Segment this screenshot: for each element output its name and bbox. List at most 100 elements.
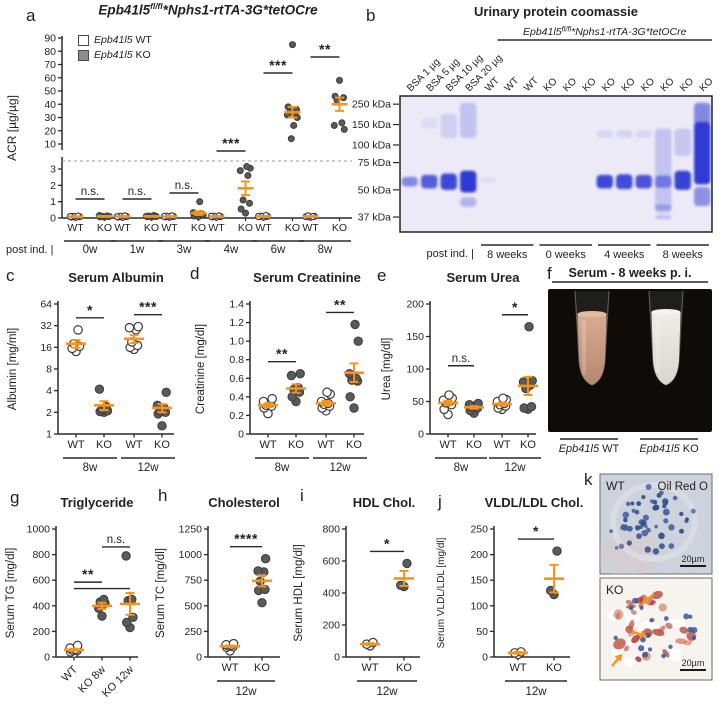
svg-text:Serum TG [mg/dl]: Serum TG [mg/dl]: [5, 548, 17, 639]
svg-text:WT: WT: [255, 222, 272, 234]
panel-k-histology: WT Oil Red O 20µm KO 20µm: [599, 473, 713, 681]
panel-a-letter: a: [26, 6, 36, 25]
panel-g-triglyceride-chart: Triglyceride Serum TG [mg/dl] 0 200 400 600 80…: [5, 495, 140, 700]
svg-text:1: 1: [46, 429, 52, 441]
svg-text:8 weeks: 8 weeks: [663, 249, 704, 261]
svg-text:Urinary protein coomassie: Urinary protein coomassie: [474, 4, 638, 19]
svg-text:20µm: 20µm: [682, 658, 705, 668]
svg-text:***: ***: [269, 57, 287, 73]
svg-text:4w: 4w: [224, 244, 239, 256]
svg-text:0: 0: [50, 213, 56, 225]
svg-text:KO: KO: [154, 439, 170, 451]
svg-text:Serum TC [mg/dl]: Serum TC [mg/dl]: [155, 548, 167, 638]
svg-text:n.s.: n.s.: [452, 353, 471, 365]
svg-text:KO: KO: [96, 439, 112, 451]
legend-item-wt: Epb41l5 WT: [78, 33, 152, 48]
svg-text:KO: KO: [144, 222, 159, 234]
svg-text:*: *: [512, 299, 518, 315]
svg-text:Creatinine [mg/dl]: Creatinine [mg/dl]: [195, 324, 207, 414]
svg-text:4: 4: [46, 385, 52, 397]
svg-text:75 kDa: 75 kDa: [358, 157, 391, 169]
svg-text:n.s.: n.s.: [128, 186, 147, 198]
panel-i-letter: i: [300, 486, 304, 505]
svg-text:12w: 12w: [329, 462, 351, 474]
svg-text:0.6: 0.6: [229, 373, 244, 385]
svg-text:1000: 1000: [27, 524, 51, 536]
svg-text:WT: WT: [67, 439, 84, 451]
svg-text:200: 200: [406, 299, 424, 311]
svg-text:150: 150: [470, 575, 488, 587]
panel-b-letter: b: [366, 6, 376, 25]
svg-text:KO: KO: [639, 76, 657, 94]
svg-text:8: 8: [46, 364, 52, 376]
svg-text:32: 32: [40, 320, 52, 332]
legend-suffix: WT: [132, 34, 152, 46]
svg-text:ACR [µg/µg]: ACR [µg/µg]: [5, 95, 19, 161]
svg-text:Serum VLDL/LDL [mg/dl]: Serum VLDL/LDL [mg/dl]: [436, 537, 447, 648]
panel-j-vldl-chart: VLDL/LDL Chol. Serum VLDL/LDL [mg/dl] 0 50 1…: [436, 495, 583, 698]
svg-text:100: 100: [470, 600, 488, 612]
svg-text:****: ****: [234, 531, 258, 547]
svg-text:KO: KO: [466, 439, 482, 451]
panel-e-letter: e: [377, 266, 387, 285]
svg-text:Triglyceride: Triglyceride: [61, 495, 134, 510]
svg-text:KO: KO: [238, 222, 253, 234]
legend-gene: Epb41l5: [94, 49, 133, 61]
legend-gene: Epb41l5: [94, 34, 133, 46]
svg-text:Epb41l5fl/fl*Nphs1-rtTA-3G*tet: Epb41l5fl/fl*Nphs1-rtTA-3G*tetOCre: [523, 25, 687, 39]
svg-text:12w: 12w: [137, 462, 159, 474]
svg-text:Serum Creatinine: Serum Creatinine: [253, 270, 361, 285]
svg-text:150: 150: [406, 331, 424, 343]
svg-text:0.8: 0.8: [229, 354, 244, 366]
svg-text:2: 2: [46, 407, 52, 419]
svg-text:KO: KO: [542, 76, 560, 94]
svg-text:Cholesterol: Cholesterol: [208, 495, 280, 510]
panel-g-letter: g: [10, 488, 20, 507]
svg-text:20µm: 20µm: [682, 554, 705, 564]
panel-j-letter: j: [438, 492, 442, 511]
svg-text:*: *: [533, 523, 539, 539]
svg-text:KO 12w: KO 12w: [100, 664, 136, 700]
svg-text:40: 40: [44, 99, 56, 111]
panel-i-hdl-chart: HDL Chol. Serum HDL [mg/dl] 0 200 400 600 800 W…: [293, 495, 420, 698]
svg-text:**: **: [334, 296, 346, 312]
svg-text:60: 60: [44, 72, 56, 84]
panel-k-letter: k: [584, 470, 593, 489]
svg-text:0w: 0w: [83, 244, 98, 256]
legend-suffix: KO: [132, 49, 151, 61]
svg-text:Albumin [mg/ml]: Albumin [mg/ml]: [7, 328, 19, 410]
svg-text:KO: KO: [581, 76, 599, 94]
svg-text:8w: 8w: [454, 462, 469, 474]
svg-text:KO: KO: [561, 76, 579, 94]
panel-e-urea-chart: Serum Urea Urea [mg/dl] 0 50 100 150 200 WT KO WT…: [381, 270, 541, 474]
svg-text:1w: 1w: [130, 244, 145, 256]
svg-text:KO: KO: [546, 662, 562, 674]
svg-text:KO: KO: [191, 222, 206, 234]
svg-text:1: 1: [50, 196, 56, 208]
svg-text:1250: 1250: [179, 524, 203, 536]
svg-text:WT: WT: [259, 439, 276, 451]
svg-text:0: 0: [44, 652, 50, 664]
svg-text:0.2: 0.2: [229, 410, 244, 422]
panel-f-letter: f: [547, 264, 552, 283]
svg-text:10: 10: [44, 139, 56, 151]
panel-f-serum-photo: Serum - 8 weeks p. i. Epb41l5 WT Epb41l5 K…: [548, 266, 712, 455]
svg-text:Oil Red O: Oil Red O: [658, 481, 709, 493]
svg-text:Serum Urea: Serum Urea: [447, 270, 521, 285]
svg-text:1.0: 1.0: [229, 336, 244, 348]
svg-text:Epb41l5 WT: Epb41l5 WT: [559, 443, 620, 455]
svg-text:16: 16: [40, 342, 52, 354]
svg-text:1000: 1000: [179, 549, 203, 561]
svg-text:8w: 8w: [318, 244, 333, 256]
svg-text:100: 100: [406, 364, 424, 376]
svg-text:WT: WT: [439, 439, 456, 451]
svg-text:**: **: [276, 346, 288, 362]
svg-text:200: 200: [470, 549, 488, 561]
allele-superscript: fl/fl: [150, 1, 163, 11]
svg-text:WT: WT: [208, 222, 225, 234]
svg-text:3w: 3w: [177, 244, 192, 256]
svg-text:Urea [mg/dl]: Urea [mg/dl]: [381, 338, 393, 401]
svg-text:WT: WT: [361, 662, 378, 674]
svg-text:Epb41l5 KO: Epb41l5 KO: [639, 443, 699, 455]
